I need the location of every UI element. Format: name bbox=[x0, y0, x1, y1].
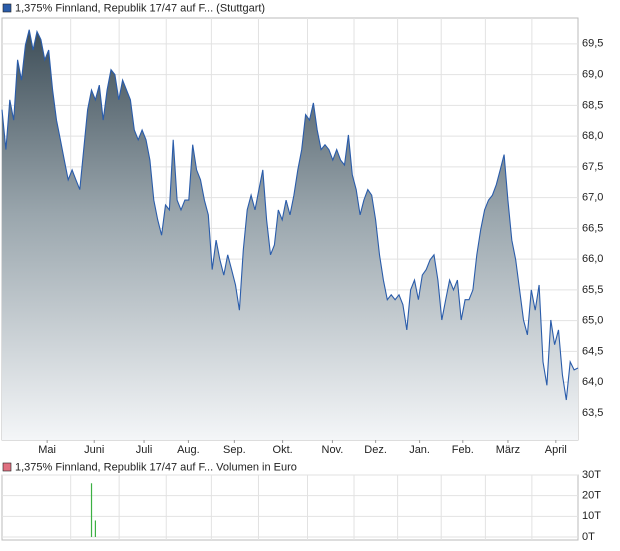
y-tick-label: 30T bbox=[582, 469, 601, 481]
y-tick-label: 69,5 bbox=[582, 38, 603, 50]
legend-label: 1,375% Finnland, Republik 17/47 auf F...… bbox=[15, 461, 297, 473]
y-tick-label: 65,5 bbox=[582, 284, 603, 296]
legend-swatch bbox=[2, 3, 12, 13]
y-tick-label: 10T bbox=[582, 510, 601, 522]
y-tick-label: 68,5 bbox=[582, 99, 603, 111]
x-tick-label: Juli bbox=[136, 444, 153, 456]
plot-area bbox=[1, 474, 579, 541]
x-tick-label: Dez. bbox=[364, 444, 387, 456]
x-tick-label: Okt. bbox=[273, 444, 293, 456]
x-tick-label: März bbox=[496, 444, 520, 456]
y-tick-label: 63,5 bbox=[582, 407, 603, 419]
y-tick-label: 67,5 bbox=[582, 161, 603, 173]
legend-swatch bbox=[2, 462, 12, 472]
y-tick-label: 66,5 bbox=[582, 222, 603, 234]
x-tick-label: April bbox=[545, 444, 567, 456]
x-tick-label: Nov. bbox=[322, 444, 344, 456]
bar bbox=[94, 520, 97, 538]
area bbox=[2, 29, 578, 440]
y-tick-label: 64,0 bbox=[582, 376, 603, 388]
y-tick-label: 69,0 bbox=[582, 69, 603, 81]
y-tick-label: 65,0 bbox=[582, 315, 603, 327]
x-tick-label: Juni bbox=[84, 444, 104, 456]
y-tick-label: 0T bbox=[582, 531, 595, 543]
y-tick-label: 64,5 bbox=[582, 345, 603, 357]
bar bbox=[90, 483, 93, 538]
y-tick-label: 68,0 bbox=[582, 130, 603, 142]
x-tick-label: Aug. bbox=[177, 444, 200, 456]
legend-label: 1,375% Finnland, Republik 17/47 auf F...… bbox=[15, 2, 265, 14]
y-tick-label: 66,0 bbox=[582, 253, 603, 265]
x-tick-label: Sep. bbox=[223, 444, 246, 456]
y-tick-label: 20T bbox=[582, 490, 601, 502]
line bbox=[1, 29, 579, 401]
x-tick-label: Mai bbox=[38, 444, 56, 456]
x-tick-label: Feb. bbox=[452, 444, 474, 456]
y-tick-label: 67,0 bbox=[582, 192, 603, 204]
x-tick-label: Jan. bbox=[409, 444, 430, 456]
